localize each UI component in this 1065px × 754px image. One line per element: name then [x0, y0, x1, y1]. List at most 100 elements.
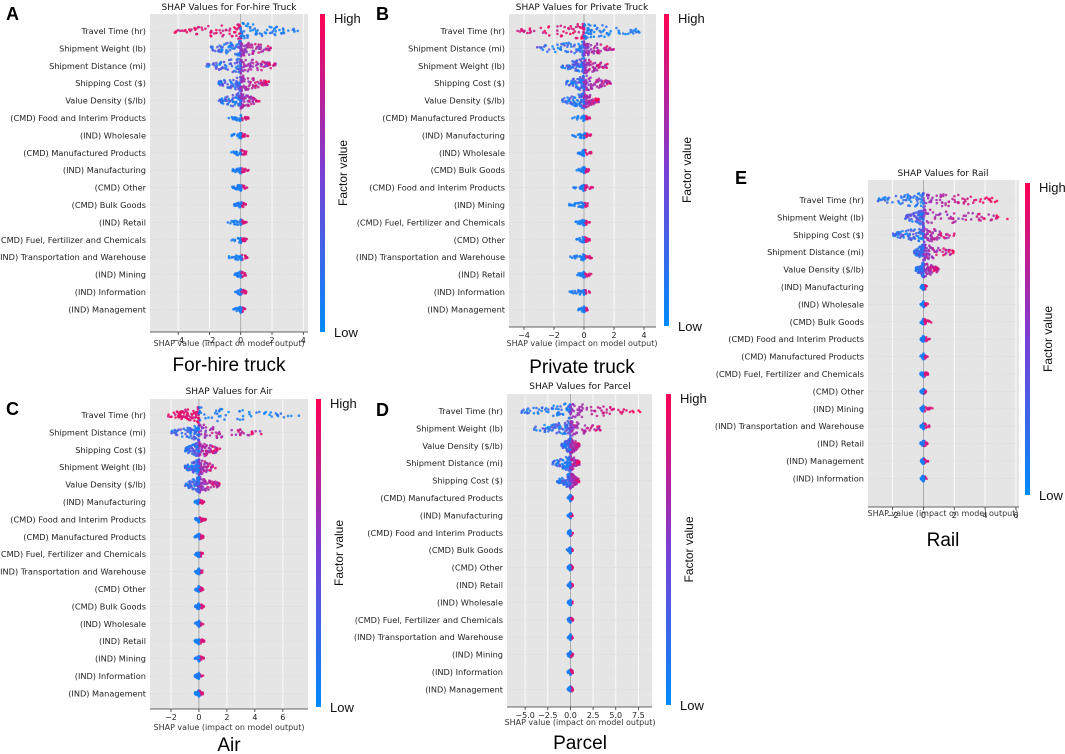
shap-point	[240, 170, 244, 173]
shap-point	[563, 66, 567, 70]
shap-point	[235, 220, 239, 224]
shap-point	[229, 221, 232, 225]
shap-point	[296, 29, 300, 33]
shap-point	[237, 37, 240, 41]
shap-point	[257, 51, 261, 54]
shap-point	[230, 428, 233, 432]
shap-point	[576, 461, 580, 465]
shap-point	[254, 84, 257, 87]
shap-point	[244, 203, 247, 206]
shap-point	[213, 451, 216, 455]
shap-point	[911, 220, 914, 223]
shap-point	[264, 410, 268, 414]
feature-label: Shipment Weight (lb)	[416, 423, 503, 433]
shap-point	[232, 168, 236, 172]
shap-point	[572, 464, 576, 468]
shap-point	[587, 58, 591, 62]
shap-point	[595, 46, 599, 50]
shap-point	[596, 50, 600, 53]
shap-point	[196, 451, 200, 455]
shap-point	[571, 289, 574, 293]
shap-point	[245, 46, 249, 49]
shap-point	[246, 77, 250, 80]
shap-point	[583, 168, 586, 172]
shap-point	[222, 33, 225, 37]
feature-label: (CMD) Bulk Goods	[429, 545, 503, 555]
shap-point	[195, 454, 198, 458]
shap-point	[207, 416, 210, 419]
feature-label: (CMD) Food and Interim Products	[367, 528, 503, 538]
colorbar	[320, 14, 325, 332]
shap-point	[532, 428, 536, 432]
shap-point	[902, 195, 906, 198]
shap-point	[257, 43, 260, 46]
shap-point	[266, 61, 269, 64]
shap-point	[586, 36, 589, 39]
shap-point	[601, 66, 605, 70]
shap-point	[589, 24, 592, 27]
shap-point	[580, 184, 584, 188]
panel-d: Travel Time (hr)Shipment Weight (lb)Valu…	[354, 382, 707, 754]
shap-point	[201, 622, 205, 626]
shap-point	[588, 220, 591, 224]
shap-point	[231, 117, 235, 121]
shap-point	[582, 293, 586, 297]
shap-point	[186, 435, 189, 438]
shap-point	[248, 99, 251, 103]
feature-label: (IND) Information	[75, 671, 146, 681]
shap-point	[227, 254, 231, 258]
shap-point	[257, 85, 260, 89]
feature-label: (IND) Wholesale	[439, 148, 505, 158]
shap-point	[953, 200, 957, 204]
shap-point	[928, 239, 931, 243]
shap-point	[251, 61, 255, 65]
shap-point	[552, 414, 555, 418]
shap-point	[578, 95, 581, 99]
shap-point	[246, 36, 249, 39]
shap-point	[559, 405, 562, 408]
shap-point	[572, 446, 576, 449]
feature-label: Value Density ($/lb)	[65, 96, 146, 106]
shap-point	[634, 29, 637, 33]
shap-point	[947, 204, 950, 208]
shap-point	[582, 30, 585, 34]
shap-point	[580, 415, 584, 419]
shap-point	[235, 58, 239, 62]
shap-point	[996, 215, 1000, 219]
shap-point	[202, 478, 206, 481]
shap-point	[554, 50, 557, 54]
shap-point	[604, 79, 607, 82]
shap-point	[921, 217, 925, 221]
shap-point	[244, 58, 247, 62]
shap-point	[198, 419, 202, 422]
shap-point	[228, 27, 232, 31]
shap-point	[993, 200, 997, 204]
shap-point	[939, 217, 943, 220]
shap-point	[238, 67, 242, 70]
shap-point	[251, 23, 255, 26]
x-tick-label: 2	[611, 331, 616, 340]
shap-point	[605, 25, 608, 29]
shap-point	[238, 82, 241, 85]
feature-label: (IND) Management	[425, 684, 504, 694]
shap-point	[217, 48, 221, 52]
shap-point	[570, 421, 573, 425]
shap-point	[576, 22, 579, 26]
shap-point	[879, 198, 883, 202]
shap-point	[254, 32, 257, 36]
shap-point	[244, 86, 247, 90]
shap-point	[570, 81, 573, 85]
shap-point	[251, 432, 255, 435]
shap-point	[585, 237, 589, 240]
shap-point	[577, 103, 580, 106]
shap-point	[244, 274, 248, 277]
x-tick-label: 4	[301, 336, 306, 345]
shap-point	[240, 44, 243, 47]
shap-point	[240, 204, 244, 208]
shap-point	[578, 58, 582, 61]
shap-point	[573, 415, 577, 419]
shap-point	[174, 416, 177, 419]
shap-point	[557, 426, 561, 429]
shap-point	[167, 413, 170, 416]
shap-point	[548, 34, 551, 37]
